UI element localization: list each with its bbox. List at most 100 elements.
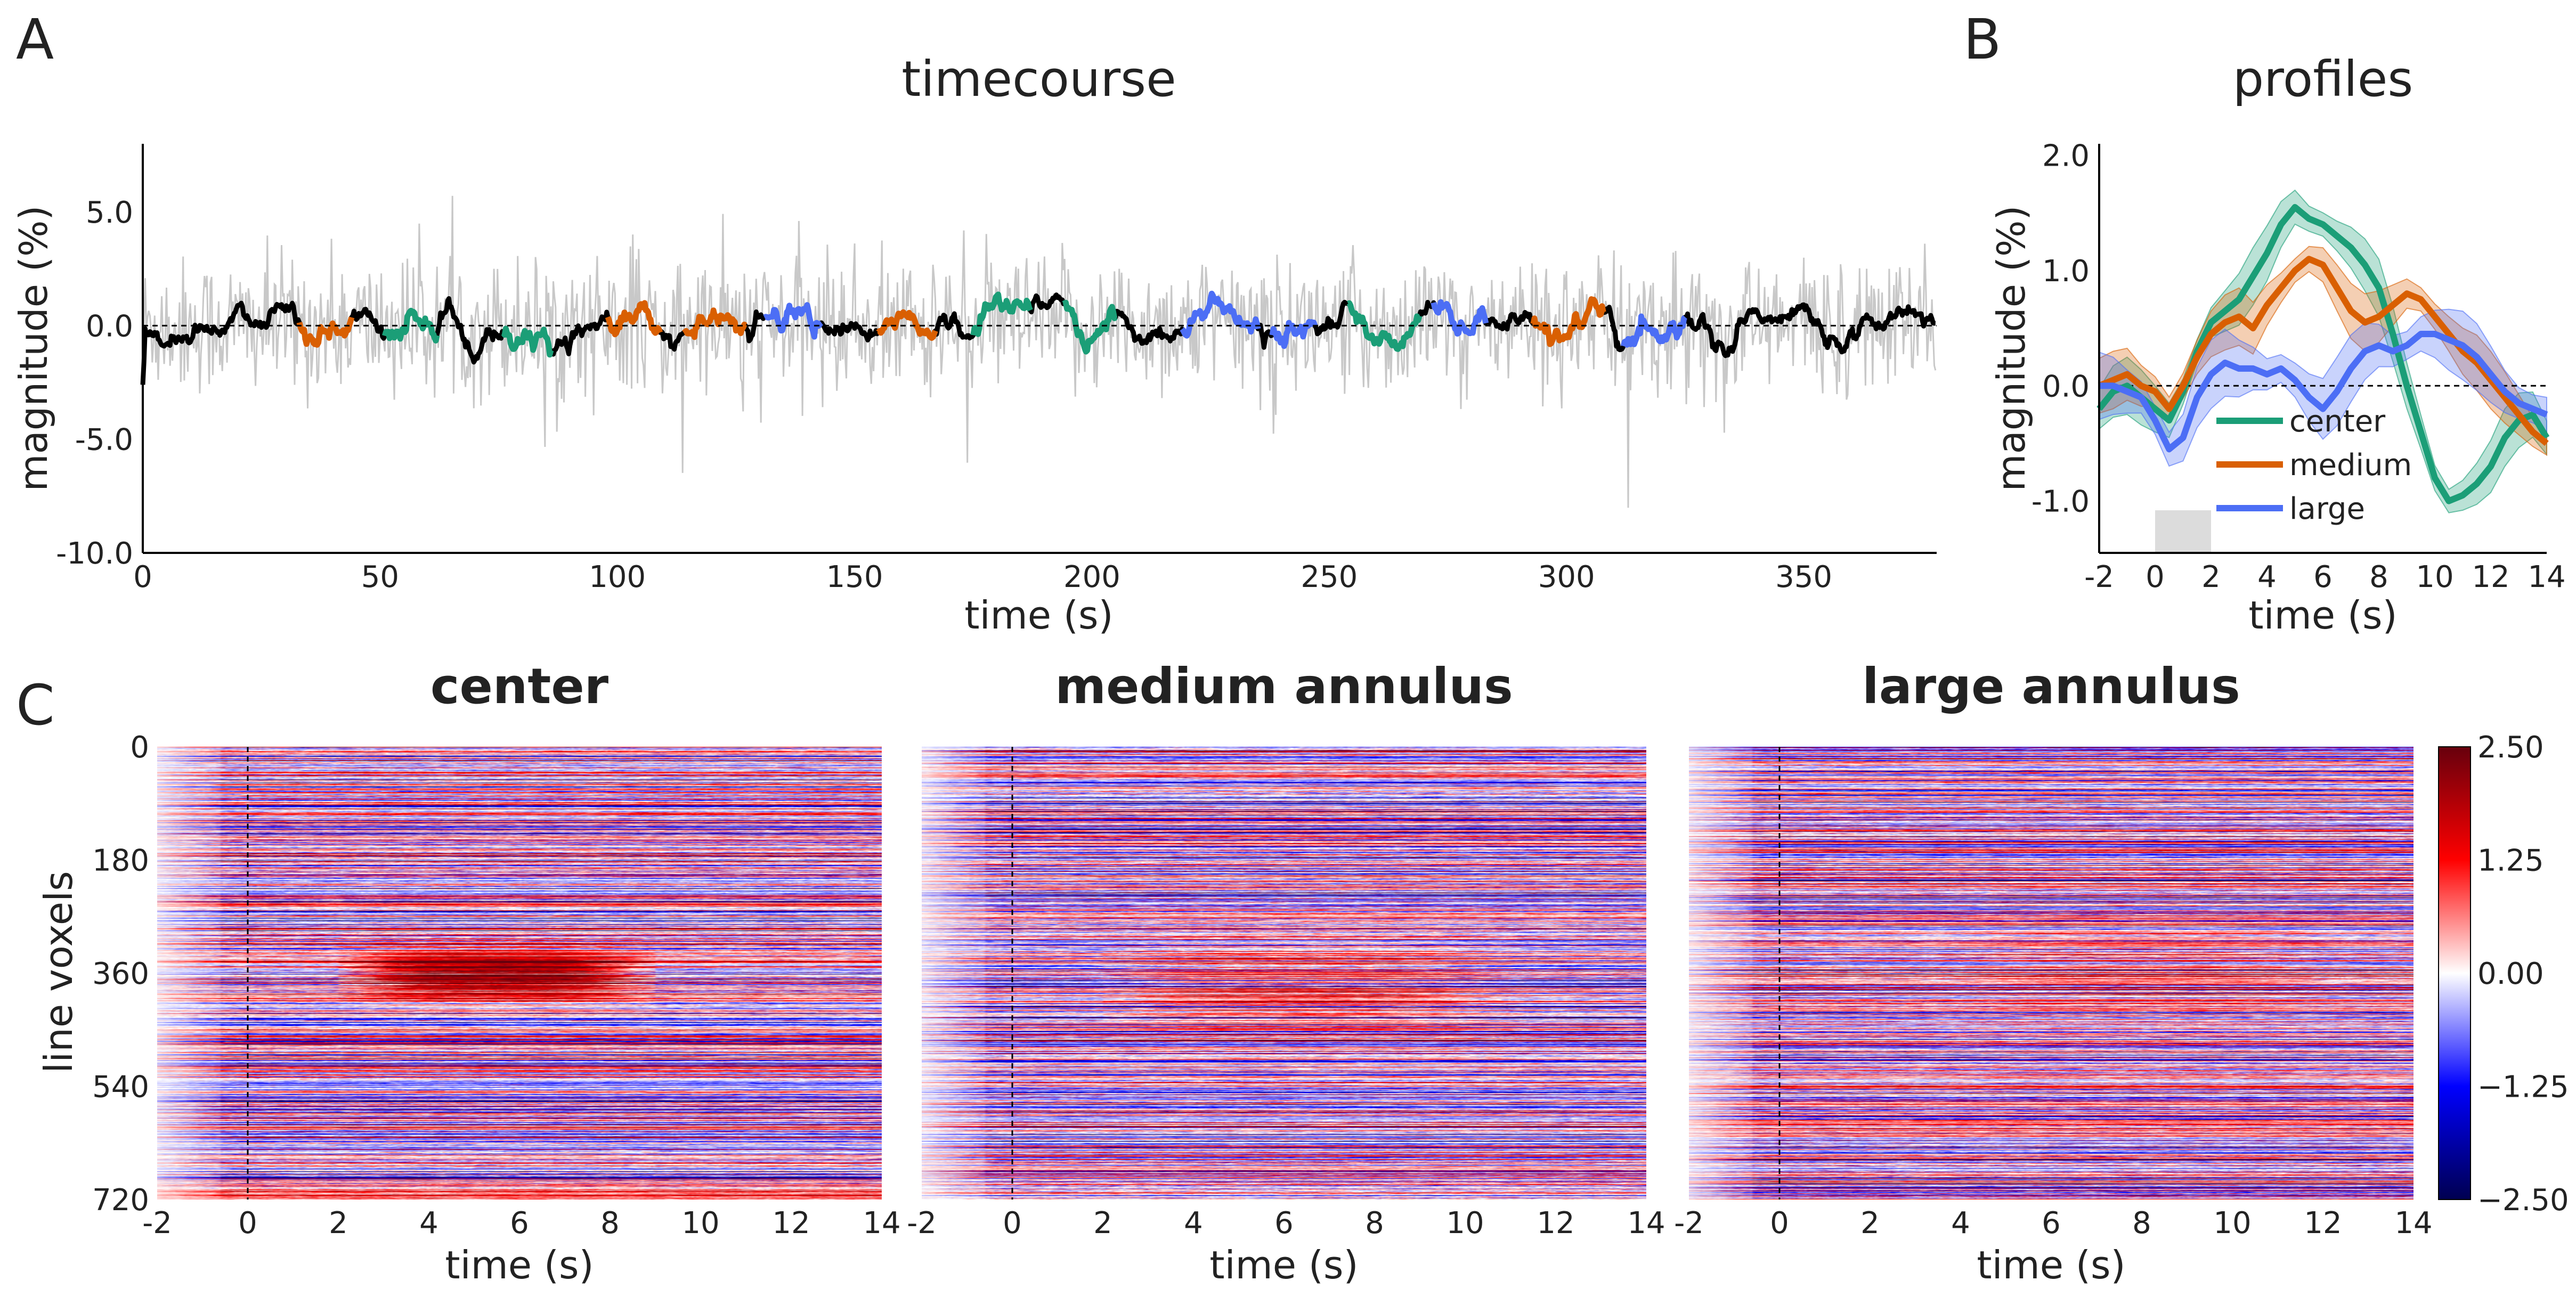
profiles-y-ticks: -1.0 0.0 1.0 2.0 [2031, 139, 2090, 519]
segment-center-8 [1061, 299, 1118, 355]
timecourse-raw-trace [142, 195, 1937, 508]
timecourse-x-tick-1: 50 [361, 560, 399, 594]
profiles-confidence-bands [2099, 189, 2547, 513]
profiles-x-tick-3: 4 [2257, 560, 2277, 594]
legend-label-large: large [2289, 492, 2365, 526]
heatmap-medium-annulus: medium annulus -2 0 2 4 6 8 10 12 14 time (s) [907, 658, 1665, 1287]
profiles-x-label: time (s) [2248, 593, 2397, 638]
hm1-x-tick-2: 2 [1093, 1206, 1112, 1241]
legend-label-center: center [2289, 404, 2386, 439]
timecourse-title: timecourse [901, 51, 1176, 108]
band-medium [2099, 246, 2547, 456]
hm1-x-tick-8: 14 [1627, 1206, 1665, 1241]
heatmap-medium-title: medium annulus [1055, 658, 1513, 715]
segment-center-0 [382, 307, 440, 344]
hm0-y-tick-2: 360 [92, 957, 149, 991]
profiles-y-tick-1: 0.0 [2042, 369, 2090, 404]
profiles-x-tick-5: 8 [2369, 560, 2388, 594]
segment-large-5 [762, 302, 824, 340]
panel-label-c: C [16, 673, 55, 738]
timecourse-y-tick-2: 0.0 [86, 309, 133, 344]
hm0-y-tick-3: 540 [92, 1070, 149, 1105]
profiles-x-tick-4: 6 [2313, 560, 2333, 594]
hm2-x-tick-0: -2 [1674, 1206, 1704, 1241]
colorbar-tick-1: 1.25 [2477, 844, 2544, 878]
hm0-x-tick-4: 6 [510, 1206, 529, 1241]
heatmap-large-title: large annulus [1862, 658, 2240, 715]
hm1-x-tick-6: 10 [1446, 1206, 1484, 1241]
hm1-x-tick-7: 12 [1537, 1206, 1574, 1241]
timecourse-x-tick-2: 100 [589, 560, 646, 594]
heatmap-large-image [1689, 747, 2414, 1200]
timecourse-x-tick-0: 0 [133, 560, 152, 594]
timecourse-y-tick-3: 5.0 [86, 195, 133, 230]
hm0-y-tick-0: 0 [130, 730, 149, 765]
colorbar-ticks: 2.50 1.25 0.00 −1.25 −2.50 [2477, 730, 2569, 1218]
timecourse-y-ticks: -10.0 -5.0 0.0 5.0 [56, 195, 133, 571]
legend-label-medium: medium [2289, 448, 2412, 483]
segment-medium-13 [1530, 296, 1606, 347]
segment-center-2 [501, 325, 554, 358]
hm0-x-tick-7: 12 [772, 1206, 810, 1241]
hm0-x-tick-3: 4 [419, 1206, 438, 1241]
heatmap-medium-x-ticks: -2 0 2 4 6 8 10 12 14 [907, 1206, 1665, 1241]
timecourse-x-tick-6: 300 [1538, 560, 1595, 594]
heatmap-center: center -2 0 2 4 6 8 10 12 14 0 180 360 540 720 time … [36, 658, 901, 1287]
colorbar-gradient [2438, 746, 2471, 1200]
colorbar-tick-4: −2.50 [2477, 1183, 2569, 1218]
hm2-x-tick-8: 14 [2394, 1206, 2432, 1241]
line-medium [2098, 256, 2549, 446]
heatmap-medium-image [922, 747, 1646, 1200]
profiles-x-tick-6: 10 [2416, 560, 2453, 594]
profiles-x-tick-7: 12 [2472, 560, 2509, 594]
hm1-x-tick-3: 4 [1184, 1206, 1203, 1241]
segment-medium-4 [682, 307, 747, 340]
profiles-x-tick-2: 2 [2201, 560, 2221, 594]
colorbar-tick-3: −1.25 [2477, 1070, 2569, 1105]
colorbar: 2.50 1.25 0.00 −1.25 −2.50 [2438, 730, 2569, 1218]
hm1-x-tick-1: 0 [1003, 1206, 1022, 1241]
profiles-title: profiles [2233, 51, 2414, 108]
panel-label-a: A [16, 7, 54, 72]
profiles-x-tick-8: 14 [2528, 560, 2565, 594]
hm2-x-tick-3: 4 [1951, 1206, 1970, 1241]
segment-medium-1 [296, 316, 355, 348]
segment-center-7 [970, 291, 1033, 337]
line-large [2099, 331, 2548, 453]
profiles-x-ticks: -2 0 2 4 6 8 10 12 14 [2084, 560, 2566, 594]
heatmap-center-image [157, 747, 882, 1200]
segment-large-9 [1180, 290, 1261, 339]
hm2-x-tick-4: 6 [2042, 1206, 2061, 1241]
profiles-y-tick-0: -1.0 [2031, 485, 2090, 519]
hm1-x-tick-5: 8 [1365, 1206, 1384, 1241]
colorbar-tick-2: 0.00 [2477, 957, 2544, 991]
panel-label-b: B [1963, 7, 2001, 72]
timecourse-y-tick-1: -5.0 [75, 423, 133, 458]
heatmap-center-x-label: time (s) [445, 1243, 594, 1287]
profiles-legend: center medium large [2216, 404, 2412, 526]
raw-trace-path [142, 195, 1937, 508]
hm0-y-tick-1: 180 [92, 844, 149, 878]
heatmap-center-y-ticks: 0 180 360 540 720 [92, 730, 149, 1218]
hm0-x-tick-1: 0 [238, 1206, 257, 1241]
timecourse-x-tick-3: 150 [826, 560, 883, 594]
hm0-x-tick-8: 14 [863, 1206, 900, 1241]
heatmap-large-x-label: time (s) [1977, 1243, 2125, 1287]
heatmap-center-x-ticks: -2 0 2 4 6 8 10 12 14 [142, 1206, 901, 1241]
hm0-x-tick-6: 10 [681, 1206, 719, 1241]
profiles-y-tick-3: 2.0 [2042, 139, 2090, 174]
timecourse-y-label: magnitude (%) [11, 206, 56, 492]
hm1-x-tick-4: 6 [1274, 1206, 1294, 1241]
timecourse-x-tick-5: 250 [1301, 560, 1358, 594]
timecourse-x-tick-7: 350 [1775, 560, 1832, 594]
timecourse-x-ticks: 0 50 100 150 200 250 300 350 [133, 560, 1832, 594]
timecourse-x-label: time (s) [964, 593, 1113, 638]
hm1-x-tick-0: -2 [907, 1206, 937, 1241]
profiles-x-tick-0: -2 [2084, 560, 2114, 594]
timecourse-x-tick-4: 200 [1063, 560, 1120, 594]
hm2-x-tick-5: 8 [2132, 1206, 2151, 1241]
hm2-x-tick-6: 10 [2213, 1206, 2251, 1241]
heatmap-center-y-label: line voxels [36, 871, 81, 1073]
segment-center-11 [1346, 300, 1423, 352]
